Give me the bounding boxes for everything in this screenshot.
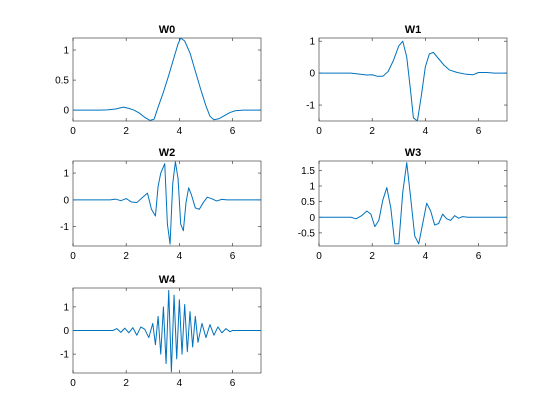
y-tick-label: -1 [60,222,69,233]
y-tick-label: 1 [309,182,315,193]
x-tick-label: 4 [423,126,429,137]
x-tick-label: 2 [369,126,375,137]
y-tick-label: 0 [63,195,69,206]
y-tick-label: 0 [63,326,69,337]
axes-box [318,37,508,122]
series-line [73,38,261,121]
subplot-title: W1 [405,24,422,36]
x-tick-label: 4 [177,126,183,137]
x-tick-label: 4 [177,251,183,262]
x-tick-label: 4 [177,378,183,389]
subplot-w3: W3 0 2 4 6 -0.5 0 0.5 1 1.5 [298,147,508,262]
x-tick-label: 0 [70,251,76,262]
subplot-w0: W0 0 2 4 6 0 0.5 1 [55,24,262,137]
x-tick-label: 2 [123,378,129,389]
y-tick-label: 1 [63,169,69,180]
x-tick-label: 0 [70,126,76,137]
subplot-w2: W2 0 2 4 6 -1 0 1 [60,147,262,262]
subplot-w1: W1 0 2 4 6 -1 0 1 [306,24,508,137]
subplot-title: W0 [159,24,176,36]
y-tick-label: -1 [306,101,315,112]
x-tick-label: 2 [123,126,129,137]
x-tick-label: 2 [123,251,129,262]
y-tick-label: 1 [309,37,315,48]
series-line [73,289,261,373]
x-tick-label: 4 [423,251,429,262]
y-tick-label: -1 [60,350,69,361]
subplot-title: W3 [405,147,422,159]
x-tick-label: 6 [476,251,482,262]
x-tick-label: 0 [316,251,322,262]
y-tick-label: 1.5 [301,166,315,177]
y-tick-label: 0 [63,106,69,117]
y-tick-label: -0.5 [298,228,316,239]
subplot-w4: W4 0 2 4 6 -1 0 1 [60,274,262,389]
axes-box [318,160,508,247]
y-tick-label: 1 [63,46,69,57]
subplot-title: W2 [159,147,176,159]
x-tick-label: 0 [316,126,322,137]
series-line [319,40,507,121]
axes-box [72,160,262,247]
series-line [319,162,507,245]
x-tick-label: 0 [70,378,76,389]
y-tick-label: 0 [309,213,315,224]
y-tick-label: 0.5 [301,197,315,208]
x-tick-label: 6 [230,378,236,389]
subplot-grid: W0 0 2 4 6 0 0.5 1 W1 0 2 4 6 -1 0 1 W2 0 2 4 6 -1 0 1 W3 0 2 4 6 -0.… [55,24,508,389]
series-line [73,161,261,245]
x-tick-label: 6 [230,251,236,262]
subplot-title: W4 [159,274,176,286]
x-tick-label: 2 [369,251,375,262]
x-tick-label: 6 [230,126,236,137]
y-tick-label: 0 [309,69,315,80]
y-tick-label: 0.5 [55,76,69,87]
x-tick-label: 6 [476,126,482,137]
y-tick-label: 1 [63,302,69,313]
